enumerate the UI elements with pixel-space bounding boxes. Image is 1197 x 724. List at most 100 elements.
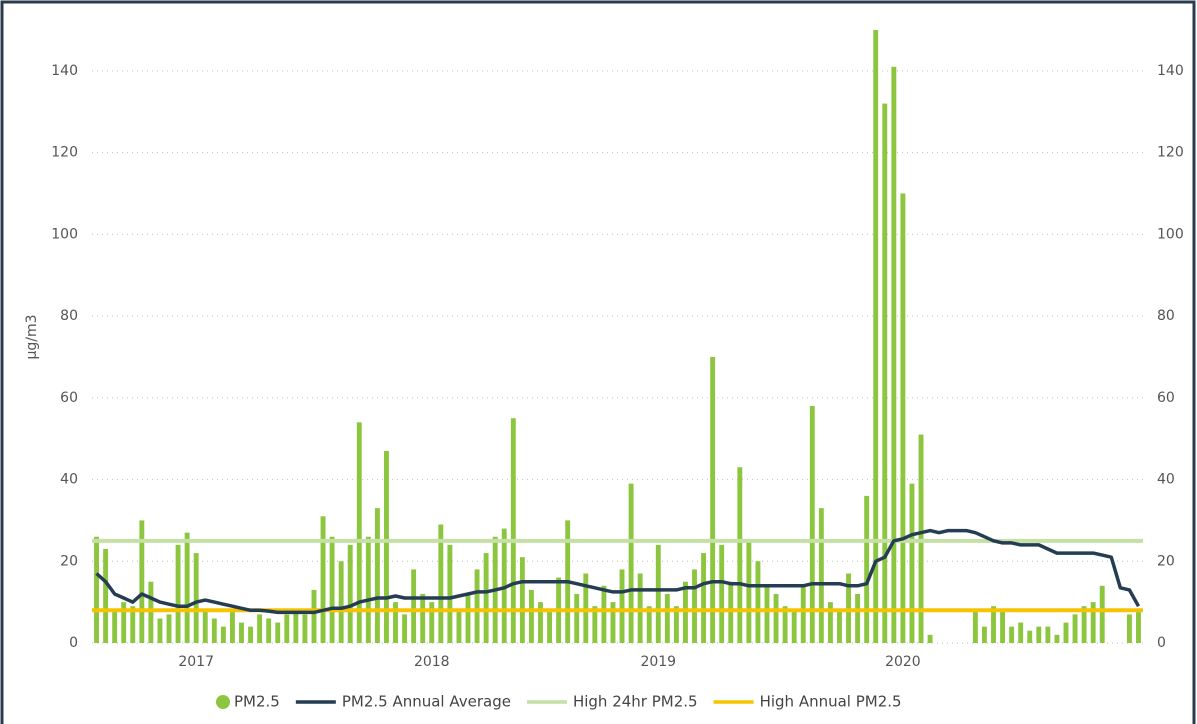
- y-axis-label: µg/m3: [24, 314, 40, 359]
- y2-tick-label: 140: [1157, 63, 1184, 79]
- bar: [474, 569, 480, 643]
- bar: [1081, 606, 1087, 643]
- bar: [646, 606, 652, 643]
- bar: [393, 602, 398, 643]
- bar: [918, 434, 924, 643]
- legend: PM2.5 PM2.5 Annual Average High 24hr PM2.5…: [216, 693, 902, 711]
- bar: [311, 589, 317, 643]
- line: [95, 528, 1141, 615]
- bar: [438, 524, 444, 643]
- bar: [456, 610, 462, 643]
- bar: [909, 483, 915, 643]
- bar: [1126, 614, 1132, 643]
- bar: [809, 405, 815, 643]
- y-tick-label: 140: [51, 63, 78, 79]
- y-tick-label: 40: [60, 472, 78, 488]
- bar: [384, 450, 389, 643]
- y-tick-label: 20: [60, 553, 78, 569]
- bar: [465, 593, 471, 643]
- bar: [175, 544, 181, 643]
- bar: [483, 553, 489, 643]
- bar: [601, 585, 607, 643]
- bar: [592, 606, 598, 643]
- bar: [365, 536, 371, 643]
- bar: [302, 614, 308, 643]
- x-tick-label: 2019: [640, 654, 676, 670]
- bar: [628, 483, 634, 643]
- bar: [683, 581, 688, 643]
- bar: [1054, 634, 1060, 643]
- bar: [166, 614, 172, 643]
- bar: [972, 610, 978, 643]
- y-tick-label: 0: [69, 635, 78, 651]
- bar: [239, 622, 244, 643]
- bar: [664, 593, 670, 643]
- bar: [1072, 614, 1078, 643]
- bar: [356, 422, 362, 643]
- bar: [501, 528, 507, 643]
- bar: [818, 508, 824, 643]
- x-tick-label: 2018: [414, 654, 450, 670]
- y2-tick-label: 80: [1157, 308, 1175, 324]
- x-tick-label: 2017: [178, 654, 214, 670]
- bar: [728, 581, 734, 643]
- bar: [655, 544, 661, 643]
- bar: [773, 593, 779, 643]
- bar: [619, 569, 625, 643]
- bar: [719, 544, 725, 643]
- bar: [347, 544, 353, 643]
- bar: [1136, 610, 1141, 643]
- bar: [764, 585, 770, 643]
- bar: [284, 614, 290, 643]
- bar: [692, 569, 697, 643]
- legend-label: High Annual PM2.5: [760, 693, 902, 711]
- bar: [827, 602, 833, 643]
- bar: [139, 520, 145, 643]
- bar: [782, 606, 788, 643]
- bar: [157, 618, 163, 643]
- bar: [112, 610, 118, 643]
- bar: [737, 467, 743, 643]
- y-tick-label: 100: [51, 226, 78, 242]
- y2-tick-label: 0: [1157, 635, 1166, 651]
- bar: [229, 610, 235, 643]
- bar: [248, 626, 254, 643]
- bar: [873, 30, 879, 643]
- bar: [374, 508, 380, 643]
- bar: [755, 561, 761, 643]
- bar: [981, 626, 987, 643]
- legend-label: High 24hr PM2.5: [573, 693, 698, 711]
- bar: [193, 553, 199, 643]
- bar: [882, 103, 888, 643]
- bar: [637, 573, 643, 643]
- bar: [320, 516, 326, 643]
- bar: [927, 634, 933, 643]
- bar: [1045, 626, 1051, 643]
- bar: [429, 602, 435, 643]
- bar: [148, 581, 154, 643]
- bar: [701, 553, 707, 643]
- bar: [1018, 622, 1024, 643]
- bar: [547, 610, 552, 643]
- bar: [1000, 610, 1006, 643]
- bar: [1009, 626, 1015, 643]
- bar: [266, 618, 272, 643]
- bar: [1027, 630, 1033, 643]
- x-tick-label: 2020: [885, 654, 921, 670]
- bar: [1099, 585, 1105, 643]
- bar: [130, 606, 136, 643]
- bar: [447, 544, 453, 643]
- bar: [800, 585, 806, 643]
- y-tick-label: 60: [60, 390, 78, 406]
- bar: [673, 606, 679, 643]
- bar: [855, 593, 861, 643]
- bar: [184, 532, 190, 643]
- bar: [1036, 626, 1042, 643]
- bar: [746, 540, 752, 643]
- bar: [610, 602, 616, 643]
- bar: [1063, 622, 1069, 643]
- bar: [538, 602, 543, 643]
- bar: [293, 610, 299, 643]
